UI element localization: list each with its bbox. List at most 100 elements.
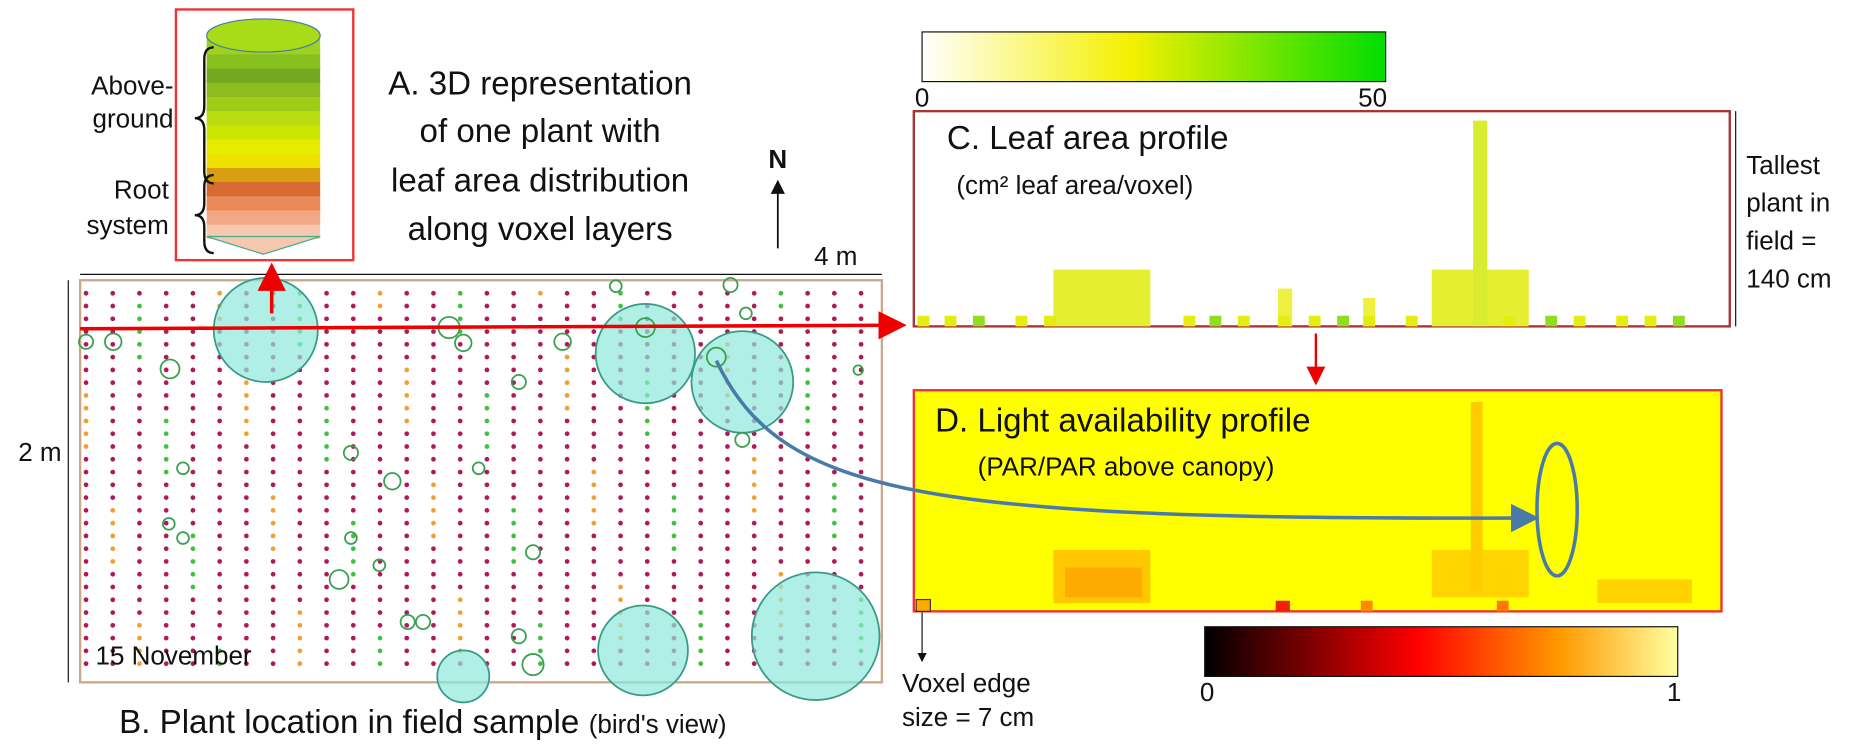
plant-dot bbox=[297, 456, 303, 462]
plant-dot bbox=[591, 584, 597, 590]
plant-dot bbox=[511, 622, 517, 628]
plant-dot bbox=[484, 303, 490, 309]
plant-dot bbox=[431, 508, 436, 513]
plant-dot bbox=[831, 303, 837, 309]
plant-dot bbox=[698, 508, 704, 513]
plant-dot bbox=[484, 341, 490, 347]
plant-dot bbox=[324, 495, 329, 500]
plant-dot bbox=[698, 431, 704, 437]
plant-dot bbox=[537, 610, 543, 615]
plant-dot bbox=[457, 546, 463, 552]
plant-dot bbox=[217, 290, 223, 296]
plant-dot bbox=[110, 469, 116, 475]
plant-dot bbox=[217, 456, 223, 462]
plant-dot bbox=[778, 520, 784, 526]
plant-dot bbox=[591, 546, 597, 552]
plant-dot bbox=[618, 520, 623, 526]
plant-dot bbox=[377, 635, 383, 641]
plant-dot bbox=[671, 533, 677, 539]
plant-dot bbox=[671, 469, 677, 475]
plant-dot bbox=[831, 367, 837, 373]
plant-dot bbox=[698, 520, 704, 526]
plant-dot bbox=[83, 546, 89, 552]
note: field = bbox=[1746, 226, 1816, 256]
plant-dot bbox=[137, 469, 142, 475]
colorbar-tick: 1 bbox=[1667, 677, 1681, 707]
plant-dot bbox=[457, 303, 463, 309]
plant-dot bbox=[244, 546, 249, 552]
plant-dot bbox=[404, 354, 410, 360]
plant-dot bbox=[511, 482, 517, 488]
small-plant bbox=[415, 614, 432, 630]
plant-dot bbox=[350, 520, 356, 526]
plant-dot bbox=[297, 380, 303, 386]
plant-dot bbox=[457, 520, 463, 526]
plant-dot bbox=[484, 380, 490, 386]
plant-dot bbox=[377, 584, 383, 590]
plant-dot bbox=[725, 533, 730, 539]
plant-dot bbox=[270, 482, 276, 488]
leaf-cell bbox=[1337, 315, 1349, 327]
plant-dot bbox=[591, 456, 597, 462]
plant-dot bbox=[431, 444, 436, 449]
plant-dot bbox=[244, 380, 249, 386]
plant-dot bbox=[457, 495, 463, 500]
plant-dot bbox=[484, 635, 490, 641]
plant-dot bbox=[137, 482, 142, 488]
plant-dot bbox=[751, 520, 757, 526]
plant-dot bbox=[858, 533, 864, 539]
plant-dot bbox=[457, 533, 463, 539]
plant-dot bbox=[270, 393, 276, 398]
plant-dot bbox=[698, 635, 704, 641]
plant-dot bbox=[511, 469, 517, 475]
plant-dot bbox=[324, 622, 329, 628]
plant-dot bbox=[564, 546, 570, 552]
plant-dot bbox=[244, 393, 249, 398]
plant-dot bbox=[83, 495, 89, 500]
plant-dot bbox=[431, 546, 436, 552]
plant-dot bbox=[83, 354, 89, 360]
plant-dot bbox=[537, 456, 543, 462]
plant-dot bbox=[751, 444, 757, 449]
plant-dot bbox=[190, 354, 196, 360]
plant-dot bbox=[350, 533, 356, 539]
plant-dot bbox=[591, 329, 597, 334]
plant-dot bbox=[377, 597, 383, 603]
plant-dot bbox=[404, 533, 410, 539]
small-plant bbox=[383, 472, 402, 491]
plant-dot bbox=[270, 469, 276, 475]
plant-dot bbox=[484, 571, 490, 577]
plant-dot bbox=[324, 597, 329, 603]
plant-dot bbox=[591, 533, 597, 539]
plant-dot bbox=[537, 584, 543, 590]
dimension: 4 m bbox=[814, 241, 857, 271]
plant-dot bbox=[350, 597, 356, 603]
plant-dot bbox=[431, 648, 436, 654]
small-plant bbox=[521, 653, 545, 677]
plant-dot bbox=[671, 482, 677, 488]
plant-dot bbox=[350, 418, 356, 424]
plant-dot bbox=[644, 495, 650, 500]
plant-dot bbox=[190, 431, 196, 437]
plant-dot bbox=[297, 393, 303, 398]
brace bbox=[194, 46, 214, 185]
plant-dot bbox=[377, 329, 383, 334]
plant-dot bbox=[725, 648, 730, 654]
plant-dot bbox=[431, 290, 436, 296]
plant-dot bbox=[137, 367, 142, 373]
plant-dot bbox=[324, 469, 329, 475]
plant-dot bbox=[377, 546, 383, 552]
plant-dot bbox=[457, 622, 463, 628]
plant-dot bbox=[217, 571, 223, 577]
plant-dot bbox=[297, 610, 303, 615]
plant-dot bbox=[137, 316, 142, 322]
dimension: 2 m bbox=[18, 437, 61, 467]
plant-dot bbox=[324, 610, 329, 615]
small-plant bbox=[609, 279, 623, 293]
title-line: of one plant with bbox=[420, 113, 661, 150]
plant-dot bbox=[698, 559, 704, 564]
plant-dot bbox=[511, 661, 517, 667]
plant-dot bbox=[404, 508, 410, 513]
plant-dot bbox=[137, 648, 142, 654]
plant-dot bbox=[431, 610, 436, 615]
